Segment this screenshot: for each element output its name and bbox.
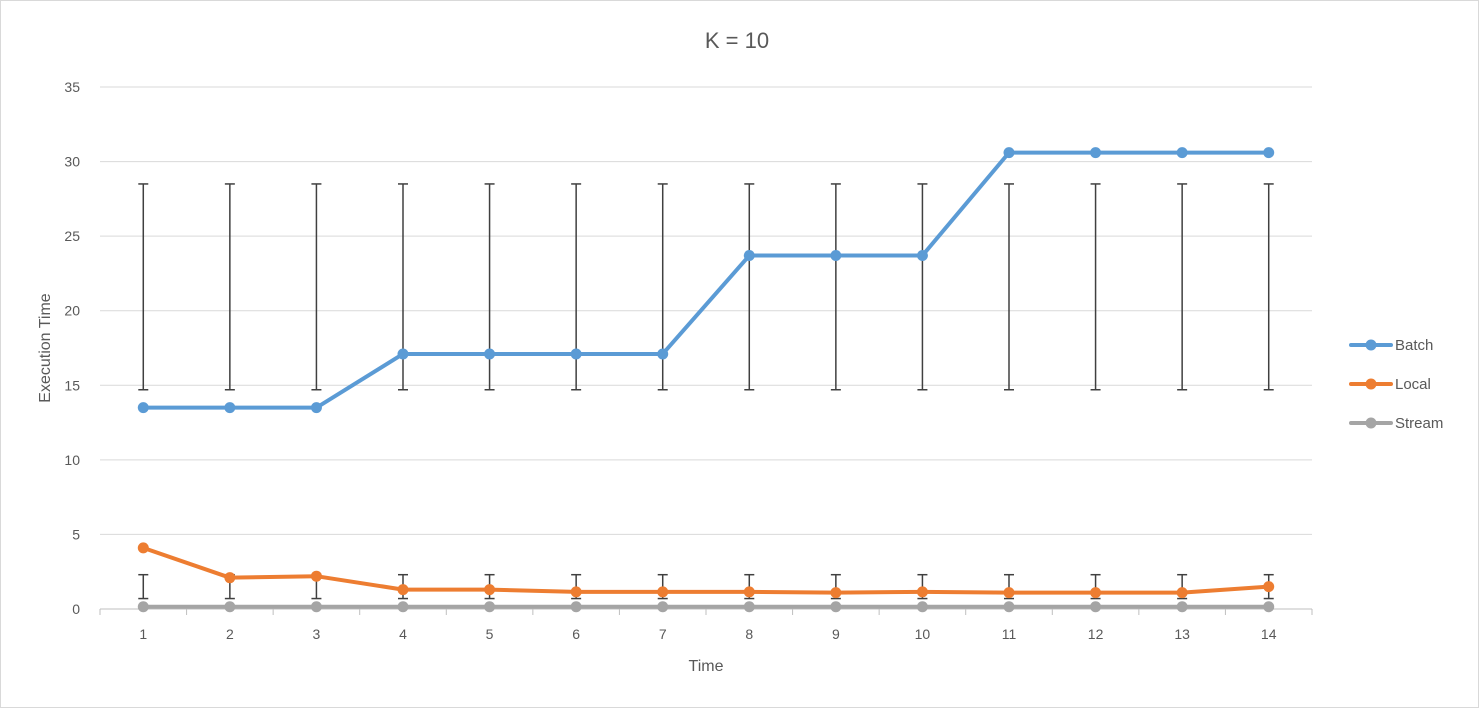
point-batch-2 — [224, 402, 236, 414]
point-local-1 — [137, 542, 149, 554]
point-stream-13 — [1176, 601, 1188, 613]
x-tick-label-2: 2 — [226, 626, 234, 642]
point-local-3 — [310, 570, 322, 582]
error-bar-batch-11 — [1004, 183, 1014, 391]
x-tick-label-10: 10 — [915, 626, 931, 642]
gridlines — [100, 86, 1312, 610]
y-tick-label-35: 35 — [64, 79, 80, 95]
legend-label-stream: Stream — [1395, 415, 1443, 432]
point-stream-14 — [1263, 601, 1275, 613]
point-stream-12 — [1090, 601, 1102, 613]
point-stream-6 — [570, 601, 582, 613]
point-stream-9 — [830, 601, 842, 613]
x-tick-label-4: 4 — [399, 626, 407, 642]
point-local-6 — [570, 586, 582, 598]
point-stream-5 — [484, 601, 496, 613]
y-tick-label-0: 0 — [72, 601, 80, 617]
point-local-5 — [484, 584, 496, 596]
error-bar-batch-13 — [1177, 183, 1188, 391]
x-axis-title: Time — [689, 658, 724, 675]
error-bar-batch-1 — [138, 183, 149, 391]
point-local-7 — [657, 586, 669, 598]
x-tick-label-9: 9 — [832, 626, 840, 642]
point-local-4 — [397, 584, 409, 596]
point-batch-3 — [310, 402, 322, 414]
legend-marker-local — [1365, 378, 1377, 390]
x-tick-label-7: 7 — [659, 626, 667, 642]
point-batch-14 — [1263, 147, 1275, 159]
point-stream-10 — [916, 601, 928, 613]
y-tick-label-20: 20 — [64, 303, 80, 319]
x-tick-label-13: 13 — [1174, 626, 1190, 642]
y-axis-title: Execution Time — [37, 293, 54, 402]
point-local-13 — [1176, 587, 1188, 599]
point-stream-7 — [657, 601, 669, 613]
x-axis-ticks: 1 2 3 4 5 6 7 8 9 10 11 12 13 14 — [99, 608, 1313, 642]
point-batch-8 — [743, 250, 755, 262]
point-stream-1 — [137, 601, 149, 613]
point-local-11 — [1003, 587, 1015, 599]
error-bar-batch-8 — [744, 183, 755, 391]
y-tick-label-30: 30 — [64, 154, 80, 170]
error-bar-local-1 — [138, 573, 149, 600]
y-tick-label-25: 25 — [64, 228, 80, 244]
point-stream-3 — [310, 601, 322, 613]
point-batch-4 — [397, 348, 409, 360]
point-local-2 — [224, 572, 236, 584]
error-bar-batch-12 — [1090, 183, 1101, 391]
legend-item-local: Local — [1349, 376, 1431, 393]
y-tick-label-5: 5 — [72, 526, 80, 542]
point-batch-1 — [137, 402, 149, 414]
point-batch-9 — [830, 250, 842, 262]
chart-title: K = 10 — [705, 28, 769, 53]
y-tick-label-15: 15 — [64, 377, 80, 393]
x-tick-label-12: 12 — [1088, 626, 1104, 642]
point-local-8 — [743, 586, 755, 598]
point-local-10 — [916, 586, 928, 598]
x-tick-label-3: 3 — [313, 626, 321, 642]
point-batch-12 — [1090, 147, 1102, 159]
error-bar-batch-9 — [830, 183, 841, 391]
x-tick-label-11: 11 — [1002, 626, 1017, 642]
error-bars — [138, 183, 1274, 600]
x-tick-label-6: 6 — [572, 626, 580, 642]
error-bar-batch-14 — [1263, 183, 1274, 391]
point-local-14 — [1263, 581, 1275, 593]
legend-item-stream: Stream — [1349, 415, 1443, 432]
legend-item-batch: Batch — [1349, 337, 1433, 354]
point-batch-13 — [1176, 147, 1188, 159]
x-tick-label-1: 1 — [139, 626, 147, 642]
series-line-local — [141, 545, 1271, 595]
legend-marker-batch — [1365, 339, 1377, 351]
x-tick-label-8: 8 — [745, 626, 753, 642]
error-bar-batch-2 — [224, 183, 235, 391]
error-bar-batch-3 — [311, 183, 322, 391]
legend: Batch Local Stream — [1349, 337, 1443, 432]
x-tick-label-14: 14 — [1261, 626, 1277, 642]
legend-label-local: Local — [1395, 376, 1431, 393]
series-lines — [137, 147, 1275, 613]
x-tick-label-5: 5 — [486, 626, 494, 642]
point-batch-11 — [1003, 147, 1015, 159]
y-axis-ticks: 0 5 10 15 20 25 30 35 — [64, 79, 80, 617]
point-stream-11 — [1003, 601, 1015, 613]
point-local-12 — [1090, 587, 1102, 599]
point-batch-6 — [570, 348, 582, 360]
point-local-9 — [830, 587, 842, 599]
point-batch-10 — [916, 250, 928, 262]
point-stream-8 — [743, 601, 755, 613]
error-bar-batch-10 — [917, 183, 928, 391]
legend-marker-stream — [1365, 417, 1377, 429]
legend-label-batch: Batch — [1395, 337, 1433, 354]
y-tick-label-10: 10 — [64, 452, 80, 468]
point-stream-2 — [224, 601, 236, 613]
point-batch-7 — [657, 348, 669, 360]
point-batch-5 — [484, 348, 496, 360]
series-line-batch — [141, 150, 1271, 410]
point-stream-4 — [397, 601, 409, 613]
